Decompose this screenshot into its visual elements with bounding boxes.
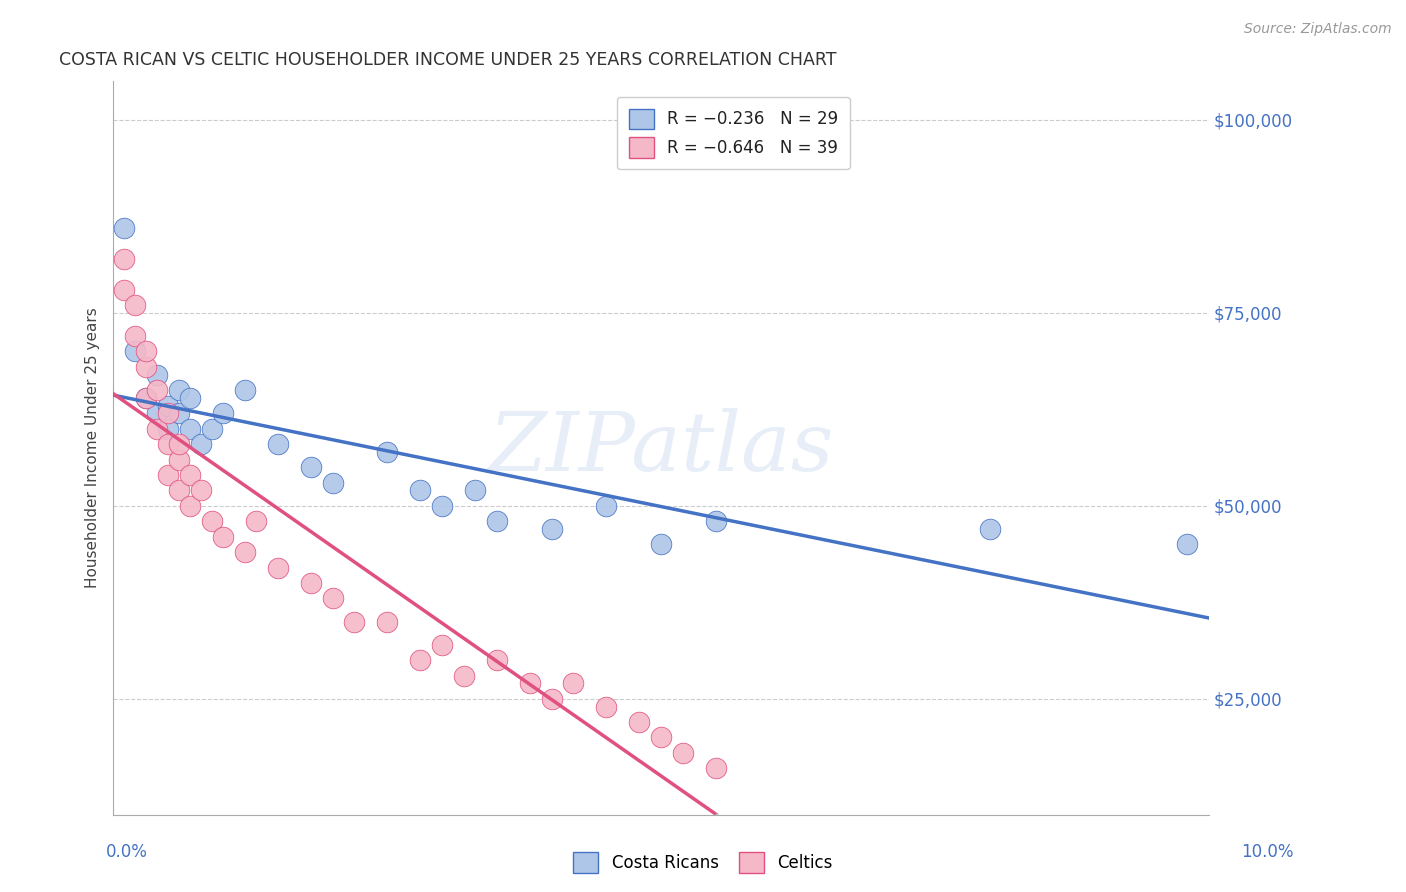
Point: [650, 537, 672, 551]
Point: [157, 399, 180, 413]
Text: Source: ZipAtlas.com: Source: ZipAtlas.com: [1244, 22, 1392, 37]
Point: [167, 452, 190, 467]
Text: 0.0%: 0.0%: [105, 843, 148, 861]
Point: [167, 483, 190, 498]
Point: [375, 615, 398, 629]
Point: [201, 422, 224, 436]
Point: [135, 391, 157, 405]
Point: [299, 460, 322, 475]
Point: [114, 221, 136, 235]
Point: [430, 638, 453, 652]
Point: [135, 359, 157, 374]
Point: [485, 653, 508, 667]
Point: [157, 467, 180, 482]
Point: [628, 714, 651, 729]
Point: [179, 467, 201, 482]
Point: [375, 445, 398, 459]
Point: [157, 437, 180, 451]
Point: [146, 422, 169, 436]
Point: [135, 391, 157, 405]
Point: [146, 368, 169, 382]
Point: [409, 483, 432, 498]
Point: [114, 283, 136, 297]
Point: [179, 499, 201, 513]
Point: [146, 406, 169, 420]
Point: [1175, 537, 1198, 551]
Point: [453, 668, 475, 682]
Point: [343, 615, 366, 629]
Point: [464, 483, 486, 498]
Point: [167, 383, 190, 397]
Point: [595, 499, 617, 513]
Point: [146, 383, 169, 397]
Point: [190, 483, 212, 498]
Point: [650, 731, 672, 745]
Point: [201, 514, 224, 528]
Point: [595, 699, 617, 714]
Point: [167, 406, 190, 420]
Point: [979, 522, 1001, 536]
Point: [190, 437, 212, 451]
Point: [562, 676, 585, 690]
Legend: Costa Ricans, Celtics: Costa Ricans, Celtics: [567, 846, 839, 880]
Point: [299, 576, 322, 591]
Point: [124, 298, 146, 312]
Point: [179, 422, 201, 436]
Point: [114, 252, 136, 266]
Point: [704, 514, 727, 528]
Point: [672, 746, 695, 760]
Y-axis label: Householder Income Under 25 years: Householder Income Under 25 years: [86, 308, 100, 589]
Point: [540, 522, 562, 536]
Point: [124, 329, 146, 343]
Point: [267, 560, 290, 574]
Point: [179, 391, 201, 405]
Point: [485, 514, 508, 528]
Point: [135, 344, 157, 359]
Point: [540, 691, 562, 706]
Point: [704, 761, 727, 775]
Point: [212, 406, 235, 420]
Point: [519, 676, 541, 690]
Point: [267, 437, 290, 451]
Point: [321, 591, 343, 606]
Point: [321, 475, 343, 490]
Text: COSTA RICAN VS CELTIC HOUSEHOLDER INCOME UNDER 25 YEARS CORRELATION CHART: COSTA RICAN VS CELTIC HOUSEHOLDER INCOME…: [59, 51, 837, 69]
Point: [212, 530, 235, 544]
Point: [167, 437, 190, 451]
Point: [157, 406, 180, 420]
Point: [233, 383, 256, 397]
Point: [157, 422, 180, 436]
Point: [233, 545, 256, 559]
Point: [124, 344, 146, 359]
Text: ZIPatlas: ZIPatlas: [488, 408, 834, 488]
Point: [430, 499, 453, 513]
Text: 10.0%: 10.0%: [1241, 843, 1294, 861]
Point: [409, 653, 432, 667]
Legend: R = −0.236   N = 29, R = −0.646   N = 39: R = −0.236 N = 29, R = −0.646 N = 39: [617, 97, 849, 169]
Point: [245, 514, 267, 528]
